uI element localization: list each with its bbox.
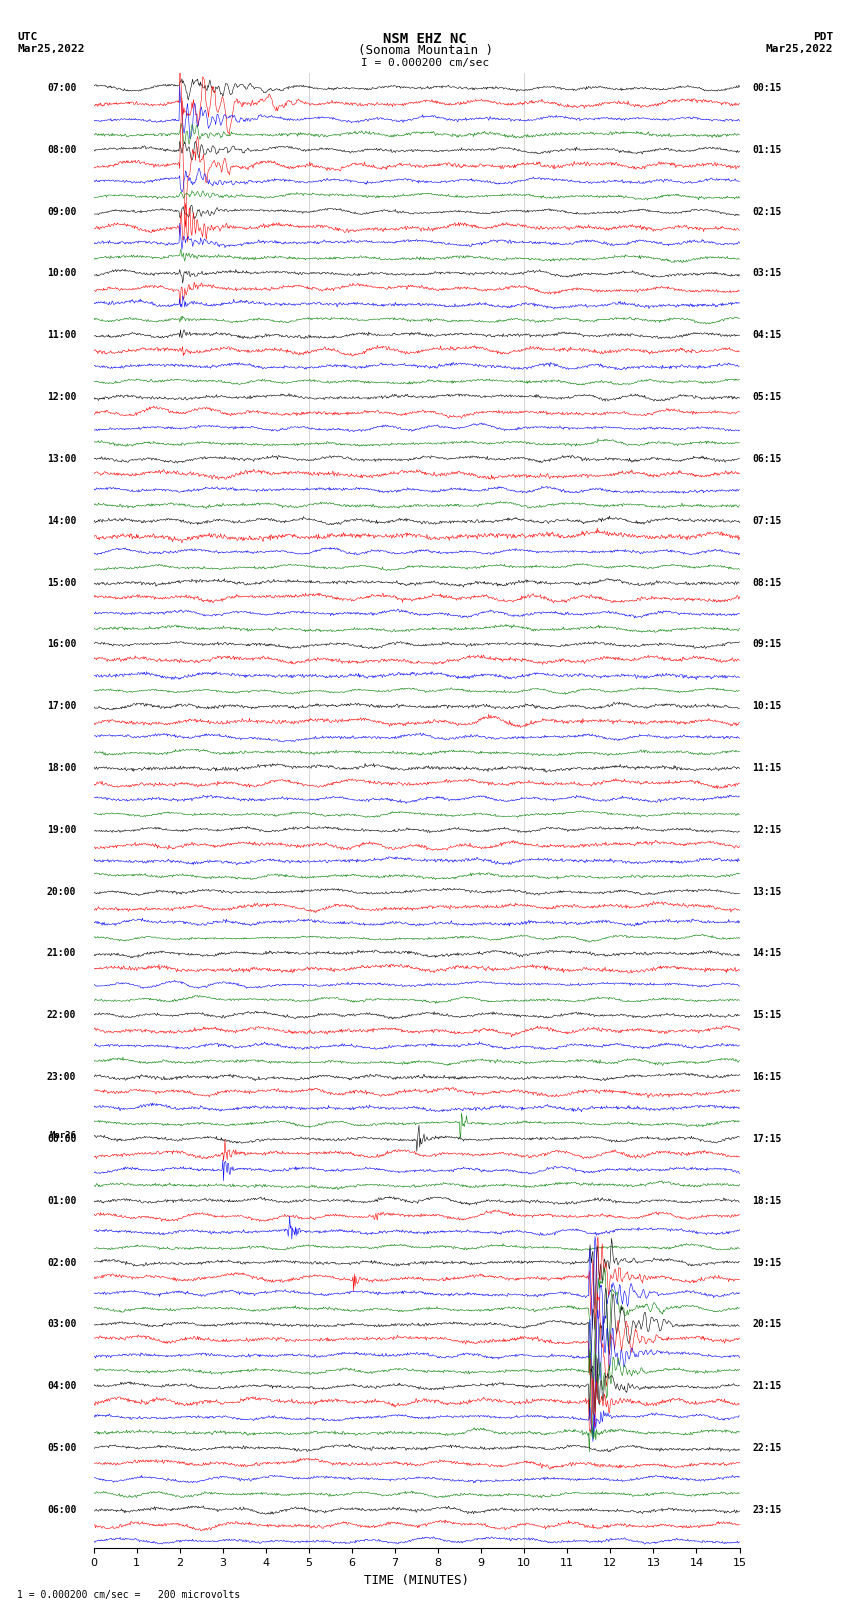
Text: 07:15: 07:15 — [752, 516, 782, 526]
Text: 10:00: 10:00 — [47, 268, 76, 279]
Text: 02:15: 02:15 — [752, 206, 782, 216]
Text: 05:15: 05:15 — [752, 392, 782, 402]
Text: UTC: UTC — [17, 32, 37, 42]
Text: 06:00: 06:00 — [47, 1505, 76, 1515]
Text: 11:15: 11:15 — [752, 763, 782, 773]
Text: 04:00: 04:00 — [47, 1381, 76, 1390]
Text: 01:00: 01:00 — [47, 1195, 76, 1207]
X-axis label: TIME (MINUTES): TIME (MINUTES) — [364, 1574, 469, 1587]
Text: 23:00: 23:00 — [47, 1073, 76, 1082]
Text: 13:15: 13:15 — [752, 887, 782, 897]
Text: 08:00: 08:00 — [47, 145, 76, 155]
Text: 1 = 0.000200 cm/sec =   200 microvolts: 1 = 0.000200 cm/sec = 200 microvolts — [17, 1590, 241, 1600]
Text: 16:15: 16:15 — [752, 1073, 782, 1082]
Text: Mar25,2022: Mar25,2022 — [17, 44, 84, 53]
Text: 16:00: 16:00 — [47, 639, 76, 650]
Text: 00:00: 00:00 — [47, 1134, 76, 1144]
Text: 06:15: 06:15 — [752, 453, 782, 465]
Text: 08:15: 08:15 — [752, 577, 782, 587]
Text: 17:15: 17:15 — [752, 1134, 782, 1144]
Text: (Sonoma Mountain ): (Sonoma Mountain ) — [358, 44, 492, 56]
Text: 05:00: 05:00 — [47, 1444, 76, 1453]
Text: 02:00: 02:00 — [47, 1258, 76, 1268]
Text: 17:00: 17:00 — [47, 702, 76, 711]
Text: 13:00: 13:00 — [47, 453, 76, 465]
Text: 04:15: 04:15 — [752, 331, 782, 340]
Text: 07:00: 07:00 — [47, 82, 76, 94]
Text: 21:15: 21:15 — [752, 1381, 782, 1390]
Text: 01:15: 01:15 — [752, 145, 782, 155]
Text: NSM EHZ NC: NSM EHZ NC — [383, 32, 467, 47]
Text: 18:00: 18:00 — [47, 763, 76, 773]
Text: 09:15: 09:15 — [752, 639, 782, 650]
Text: 11:00: 11:00 — [47, 331, 76, 340]
Text: 14:00: 14:00 — [47, 516, 76, 526]
Text: 12:00: 12:00 — [47, 392, 76, 402]
Text: 22:15: 22:15 — [752, 1444, 782, 1453]
Text: 21:00: 21:00 — [47, 948, 76, 958]
Text: 23:15: 23:15 — [752, 1505, 782, 1515]
Text: 03:15: 03:15 — [752, 268, 782, 279]
Text: 15:00: 15:00 — [47, 577, 76, 587]
Text: 20:15: 20:15 — [752, 1319, 782, 1329]
Text: 14:15: 14:15 — [752, 948, 782, 958]
Text: 00:15: 00:15 — [752, 82, 782, 94]
Text: 09:00: 09:00 — [47, 206, 76, 216]
Text: 20:00: 20:00 — [47, 887, 76, 897]
Text: 18:15: 18:15 — [752, 1195, 782, 1207]
Text: 12:15: 12:15 — [752, 824, 782, 836]
Text: 19:15: 19:15 — [752, 1258, 782, 1268]
Text: 10:15: 10:15 — [752, 702, 782, 711]
Text: Mar25,2022: Mar25,2022 — [766, 44, 833, 53]
Text: PDT: PDT — [813, 32, 833, 42]
Text: Mar26: Mar26 — [49, 1131, 76, 1139]
Text: 22:00: 22:00 — [47, 1010, 76, 1021]
Text: I = 0.000200 cm/sec: I = 0.000200 cm/sec — [361, 58, 489, 68]
Text: 19:00: 19:00 — [47, 824, 76, 836]
Text: 15:15: 15:15 — [752, 1010, 782, 1021]
Text: 03:00: 03:00 — [47, 1319, 76, 1329]
